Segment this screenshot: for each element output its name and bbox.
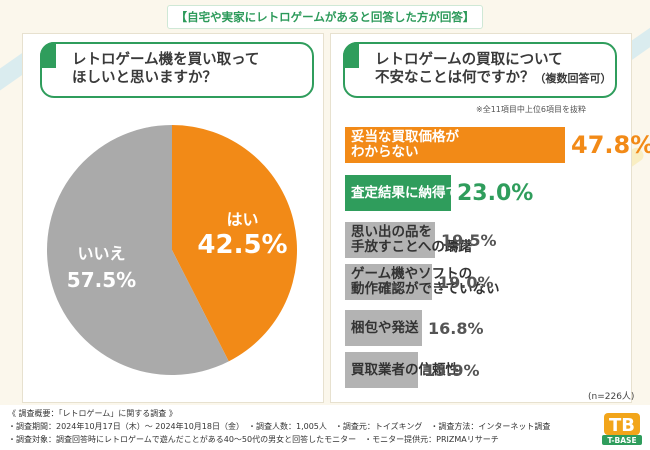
bar-category-label: ゲーム機やソフトの 動作確認ができていない <box>351 267 500 297</box>
bar-category-line: ゲーム機やソフトの <box>351 266 473 282</box>
sample-size: (n=226人) <box>588 392 635 402</box>
bar-category-label: 妥当な買取価格が わからない <box>351 130 459 160</box>
bar-row: ゲーム機やソフトの 動作確認ができていない 19.0% <box>345 264 500 300</box>
right-question: レトロゲームの買取について 不安なことは何ですか？（複数回答可） <box>343 42 617 98</box>
bar: 買取業者の信頼性 <box>345 352 459 388</box>
header: 【自宅や実家にレトロゲームがあると回答した方が回答】 <box>0 0 650 33</box>
bar-value-label: 19.0% <box>438 272 494 292</box>
bar-row: 査定結果に納得できるか 23.0% <box>345 175 533 211</box>
pie-slice-yes <box>172 125 297 362</box>
bar-value-label: 16.8% <box>428 318 484 338</box>
pie-label-yes: はい <box>226 210 258 229</box>
question-tab <box>343 42 359 68</box>
bar: ゲーム機やソフトの 動作確認ができていない <box>345 264 500 300</box>
right-question-suffix: （複数回答可） <box>534 72 612 85</box>
bar: 思い出の品を 手放すことへの躊躇 <box>345 222 472 258</box>
bar: 妥当な買取価格が わからない <box>345 127 565 163</box>
svg-text:TB: TB <box>609 415 635 436</box>
bar-category-line: 思い出の品を <box>351 224 432 240</box>
footer: 《 調査概要：「レトロゲーム」に関する調査 》 ・調査期間：2024年10月17… <box>0 405 650 450</box>
left-question-text: レトロゲーム機を買い取って ほしいと思いますか？ <box>72 51 259 87</box>
bar-value-label: 19.5% <box>441 230 497 250</box>
header-title: 【自宅や実家にレトロゲームがあると回答した方が回答】 <box>166 4 484 29</box>
right-question-text: レトロゲームの買取について 不安なことは何ですか？（複数回答可） <box>375 51 612 88</box>
pie-label-no: いいえ <box>77 244 125 263</box>
bar-category-label: 買取業者の信頼性 <box>351 361 459 378</box>
bar-category-line: 買取業者の信頼性 <box>351 361 459 378</box>
bar-value-label: 23.0% <box>457 180 534 206</box>
left-question: レトロゲーム機を買い取って ほしいと思いますか？ <box>40 42 314 98</box>
bar-category-label: 梱包や発送 <box>351 319 419 336</box>
bar-value-label: 15.9% <box>424 360 480 380</box>
footer-title: 《 調査概要：「レトロゲーム」に関する調査 》 <box>8 409 177 418</box>
selection-note: ※全11項目中上位6項目を抜粋 <box>476 105 586 114</box>
bar-category-line: 査定結果に納得できるか <box>351 184 500 201</box>
logo-text: T-BASE <box>607 436 636 445</box>
right-question-line1: レトロゲームの買取について <box>375 52 563 68</box>
left-question-line1: レトロゲーム機を買い取って <box>72 52 260 68</box>
bar-category-line: 動作確認ができていない <box>351 281 500 297</box>
bar-category-label: 思い出の品を 手放すことへの躊躇 <box>351 225 472 255</box>
bar-category-line: 妥当な買取価格が <box>351 129 459 145</box>
footer-target: ・調査対象：調査回答時にレトロゲームで遊んだことがある40～50代の男女と回答し… <box>8 435 499 444</box>
question-tab <box>40 42 56 68</box>
bar-category-line: 手放すことへの躊躇 <box>351 239 472 255</box>
bar: 梱包や発送 <box>345 310 422 346</box>
bar: 査定結果に納得できるか <box>345 175 499 211</box>
bar-row: 思い出の品を 手放すことへの躊躇 19.5% <box>345 222 497 258</box>
pie-slice-no <box>47 125 229 375</box>
bar-category-label: 査定結果に納得できるか <box>351 184 500 201</box>
bar-row: 買取業者の信頼性 15.9% <box>345 352 480 388</box>
bar-row: 妥当な買取価格が わからない 47.8% <box>345 127 650 163</box>
bar-category-line: 梱包や発送 <box>351 319 419 336</box>
right-question-line2: 不安なことは何ですか？ <box>375 70 535 86</box>
left-question-line2: ほしいと思いますか？ <box>72 70 217 86</box>
footer-period: ・調査期間：2024年10月17日（木）～ 2024年10月18日（金） ・調査… <box>8 422 551 431</box>
pie-value-no: 57.5% <box>67 268 136 292</box>
t-base-logo: TB T-BASE <box>602 413 642 445</box>
bar-category-line: わからない <box>351 144 419 160</box>
bar-value-label: 47.8% <box>571 131 650 159</box>
bar-row: 梱包や発送 16.8% <box>345 310 484 346</box>
pie-value-yes: 42.5% <box>197 230 287 260</box>
